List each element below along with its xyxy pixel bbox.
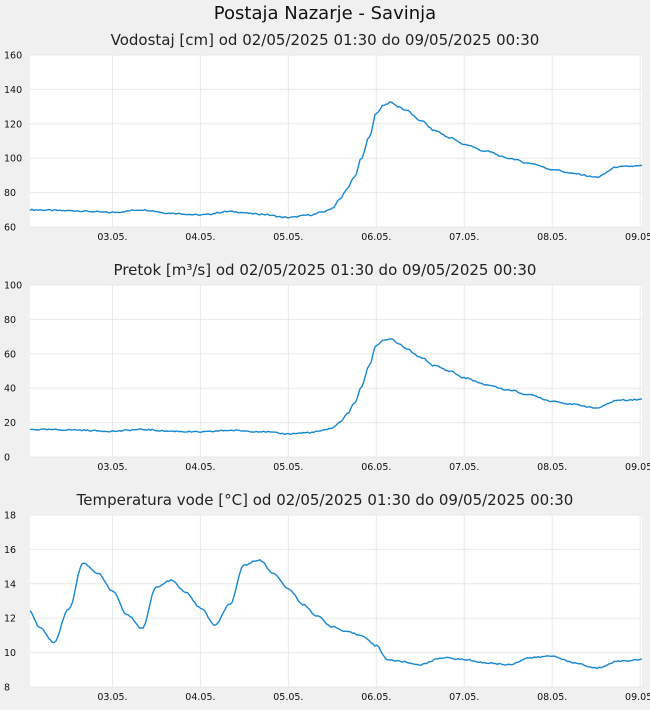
- x-tick-label: 07.05.: [449, 232, 479, 243]
- y-tick-label: 120: [4, 119, 22, 130]
- y-tick-label: 12: [4, 614, 16, 625]
- y-tick-label: 100: [4, 154, 22, 165]
- x-tick-label: 06.05.: [361, 462, 391, 473]
- x-tick-label: 04.05.: [185, 692, 215, 703]
- x-tick-label: 09.05.: [625, 232, 650, 243]
- y-tick-label: 10: [4, 648, 16, 659]
- series-line: [29, 559, 643, 670]
- y-tick-label: 60: [4, 223, 16, 234]
- x-tick-label: 05.05.: [273, 692, 303, 703]
- x-tick-label: 06.05.: [361, 232, 391, 243]
- y-tick-label: 160: [4, 51, 22, 62]
- chart-2: Pretok [m³/s] od 02/05/2025 01:30 do 09/…: [4, 261, 650, 473]
- y-tick-label: 20: [4, 418, 16, 429]
- x-tick-label: 07.05.: [449, 692, 479, 703]
- chart-1: Vodostaj [cm] od 02/05/2025 01:30 do 09/…: [4, 31, 650, 243]
- x-tick-label: 03.05.: [97, 692, 127, 703]
- x-tick-label: 08.05.: [537, 692, 567, 703]
- y-tick-label: 80: [4, 315, 16, 326]
- x-tick-label: 09.05.: [625, 462, 650, 473]
- x-tick-label: 03.05.: [97, 462, 127, 473]
- plot-area: [30, 285, 642, 457]
- x-tick-label: 08.05.: [537, 232, 567, 243]
- x-tick-label: 08.05.: [537, 462, 567, 473]
- y-tick-label: 14: [4, 579, 16, 590]
- series-line: [29, 101, 643, 219]
- y-tick-label: 80: [4, 188, 16, 199]
- plot-area: [30, 55, 642, 227]
- x-tick-label: 05.05.: [273, 232, 303, 243]
- series-line: [29, 338, 642, 435]
- x-tick-label: 09.05.: [625, 692, 650, 703]
- y-tick-label: 60: [4, 349, 16, 360]
- chart-title: Temperatura vode [°C] od 02/05/2025 01:3…: [76, 491, 574, 509]
- page-title: Postaja Nazarje - Savinja: [213, 3, 437, 24]
- x-tick-label: 05.05.: [273, 462, 303, 473]
- y-tick-label: 8: [4, 683, 10, 694]
- x-tick-label: 07.05.: [449, 462, 479, 473]
- x-tick-label: 04.05.: [185, 232, 215, 243]
- y-tick-label: 0: [4, 453, 10, 464]
- y-tick-label: 16: [4, 545, 16, 556]
- y-tick-label: 18: [4, 511, 16, 522]
- chart-3: Temperatura vode [°C] od 02/05/2025 01:3…: [4, 491, 650, 703]
- x-tick-label: 03.05.: [97, 232, 127, 243]
- chart-title: Vodostaj [cm] od 02/05/2025 01:30 do 09/…: [111, 31, 540, 49]
- chart-title: Pretok [m³/s] od 02/05/2025 01:30 do 09/…: [114, 261, 537, 279]
- plot-area: [30, 515, 642, 687]
- x-tick-label: 06.05.: [361, 692, 391, 703]
- y-tick-label: 100: [4, 281, 22, 292]
- y-tick-label: 140: [4, 85, 22, 96]
- x-tick-label: 04.05.: [185, 462, 215, 473]
- y-tick-label: 40: [4, 384, 16, 395]
